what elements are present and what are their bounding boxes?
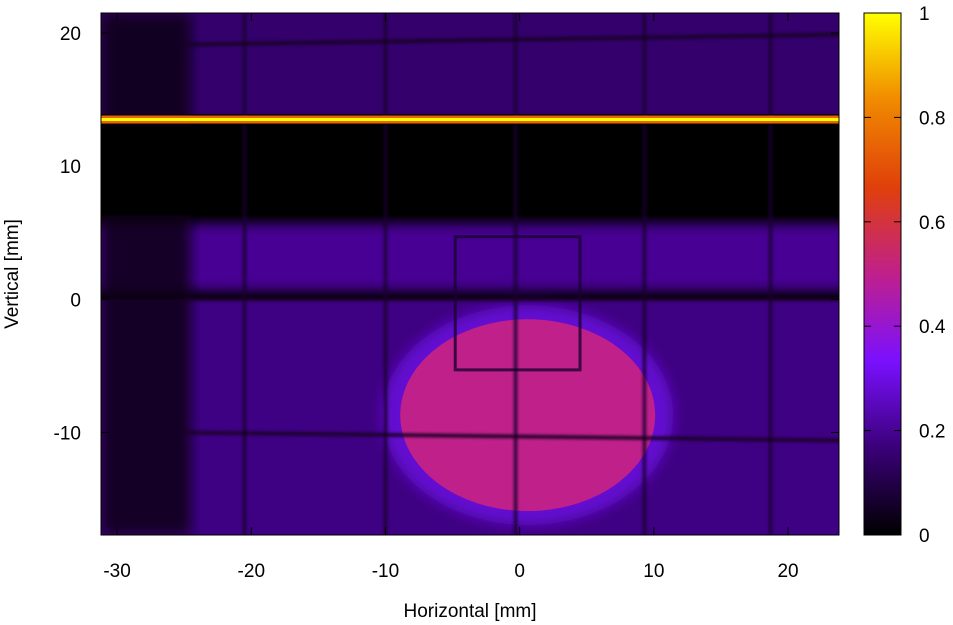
plot-frame bbox=[100, 12, 840, 536]
x-tick-label: 0 bbox=[514, 561, 525, 582]
grid-line-h bbox=[184, 32, 839, 47]
hot-spot bbox=[400, 319, 656, 512]
colorbar-tick-label: 1 bbox=[919, 4, 930, 25]
y-tick-label: 20 bbox=[60, 24, 81, 45]
middle-band bbox=[101, 223, 839, 292]
dark-left-strip bbox=[101, 13, 191, 535]
grid-line-h bbox=[184, 430, 839, 443]
x-tick-label: 20 bbox=[777, 561, 798, 582]
y-tick-label: -10 bbox=[54, 423, 81, 444]
colorbar-tick-label: 0 bbox=[919, 526, 930, 547]
x-tick-label: -30 bbox=[103, 561, 130, 582]
upper-region bbox=[101, 13, 839, 115]
y-axis-label: Vertical [mm] bbox=[2, 219, 23, 329]
bright-line bbox=[101, 118, 839, 122]
colorbar-tick-label: 0.2 bbox=[919, 422, 945, 443]
x-tick-label: -10 bbox=[372, 561, 399, 582]
colorbar-ticks: 0 0.2 0.4 0.6 0.8 1 bbox=[864, 4, 946, 547]
inner-frame bbox=[453, 235, 582, 372]
y-tick-label: 0 bbox=[70, 290, 81, 311]
y-tick-label: 10 bbox=[60, 157, 81, 178]
y-axis-ticks: -10 0 10 20 bbox=[54, 24, 839, 444]
x-tick-label: 10 bbox=[643, 561, 664, 582]
grid-lines bbox=[184, 13, 839, 535]
dark-band bbox=[101, 126, 839, 216]
x-axis-ticks: -30 -20 -10 0 10 20 bbox=[103, 13, 799, 582]
x-tick-label: -20 bbox=[238, 561, 265, 582]
colorbar-tick-label: 0.4 bbox=[919, 317, 946, 338]
colorbar bbox=[863, 12, 902, 536]
x-axis-label: Horizontal [mm] bbox=[403, 601, 536, 622]
colorbar-tick-label: 0.8 bbox=[919, 108, 945, 129]
colorbar-tick-label: 0.6 bbox=[919, 213, 945, 234]
heatmap-image bbox=[101, 13, 839, 535]
